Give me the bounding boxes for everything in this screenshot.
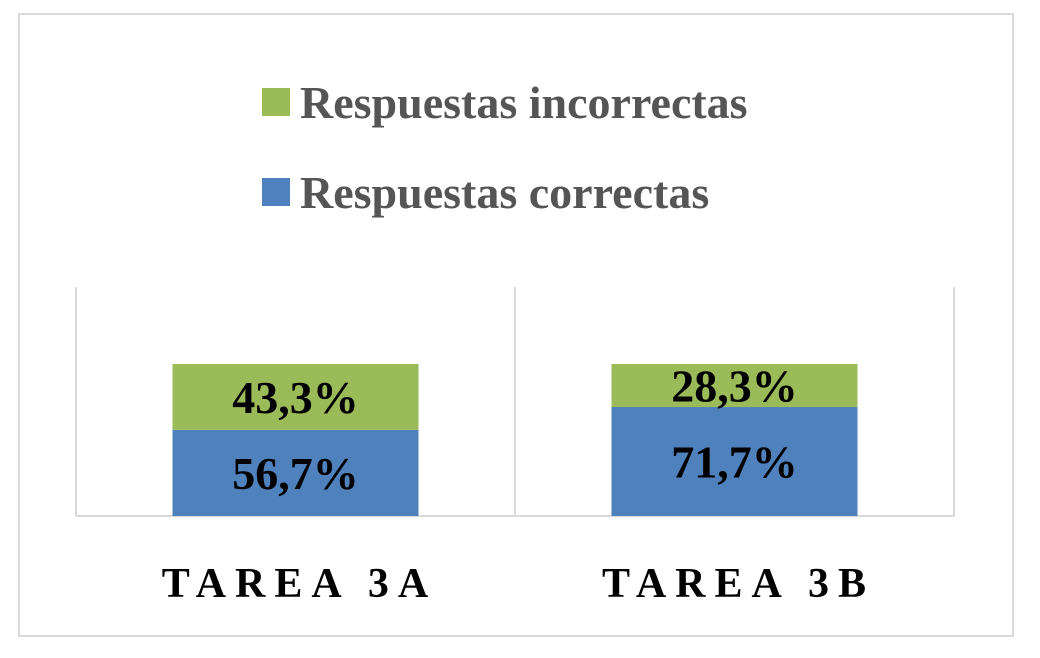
category-label-1: TAREA 3B <box>602 561 875 607</box>
data-label-correct-1: 71,7% <box>671 437 798 488</box>
bar-segment-correct-1 <box>611 407 858 516</box>
legend-label-incorrect: Respuestas incorrectas <box>300 76 748 128</box>
legend-swatch-correct <box>262 178 290 206</box>
bar-segment-correct-0 <box>172 429 419 516</box>
data-label-correct-0: 56,7% <box>232 448 359 499</box>
data-label-incorrect-0: 43,3% <box>232 372 359 423</box>
legend-item-incorrect: Respuestas incorrectas <box>262 74 748 130</box>
bar-segment-incorrect-0 <box>172 364 419 430</box>
category-label-0: TAREA 3A <box>162 561 437 607</box>
data-label-incorrect-1: 28,3% <box>671 361 798 412</box>
legend-item-correct: Respuestas correctas <box>262 164 709 220</box>
bar-segment-incorrect-1 <box>611 364 858 408</box>
legend-swatch-incorrect <box>262 88 290 116</box>
legend-label-correct: Respuestas correctas <box>300 166 710 218</box>
